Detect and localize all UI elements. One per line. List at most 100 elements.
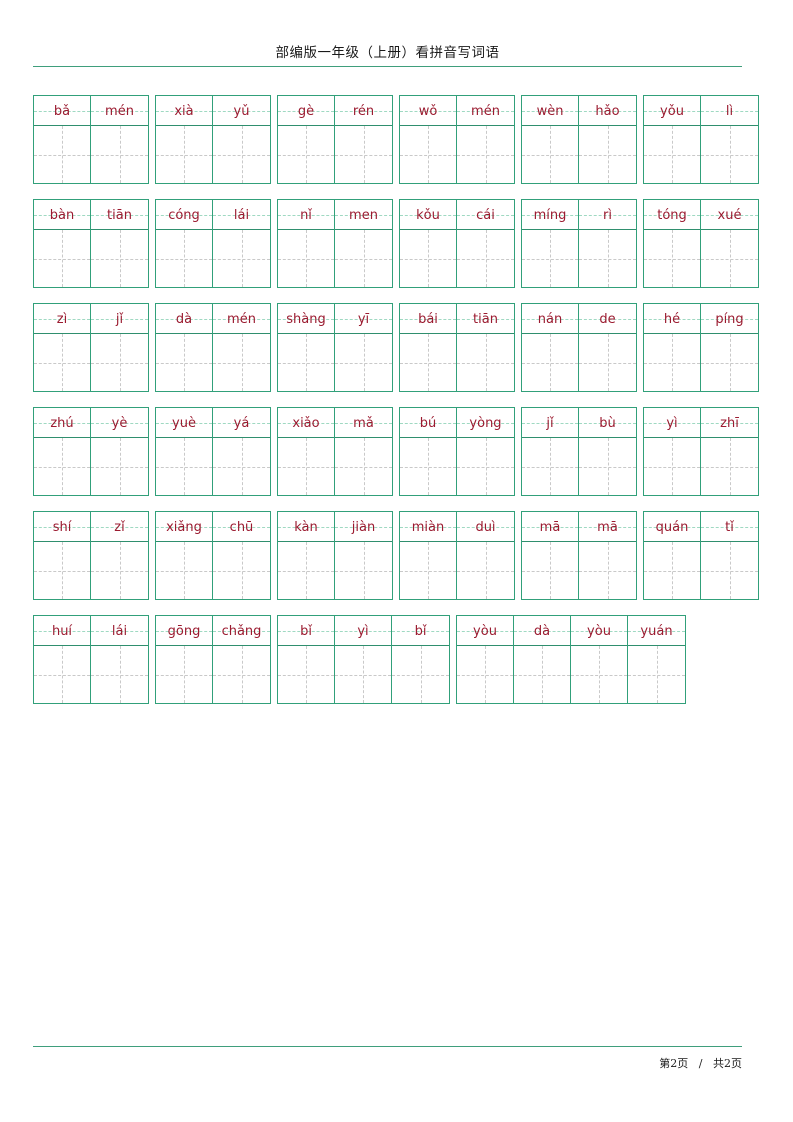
- pinyin-band: xué: [701, 200, 758, 230]
- writing-square[interactable]: [213, 542, 270, 599]
- writing-square[interactable]: [400, 438, 456, 495]
- writing-square[interactable]: [579, 542, 636, 599]
- writing-square[interactable]: [522, 438, 578, 495]
- word-group: shí zǐ: [33, 511, 149, 600]
- writing-square[interactable]: [701, 438, 758, 495]
- pinyin-syllable: mā: [539, 520, 561, 535]
- character-cell: chǎng: [213, 616, 270, 703]
- word-group: bú yòng: [399, 407, 515, 496]
- writing-square[interactable]: [522, 230, 578, 287]
- pinyin-band: bái: [400, 304, 456, 334]
- writing-square[interactable]: [644, 126, 700, 183]
- pinyin-band: dà: [514, 616, 570, 646]
- pinyin-syllable: yǔ: [233, 104, 250, 119]
- writing-square[interactable]: [278, 334, 334, 391]
- writing-square[interactable]: [34, 230, 90, 287]
- character-cell: yī: [335, 304, 392, 391]
- writing-square[interactable]: [701, 230, 758, 287]
- pinyin-band: gè: [278, 96, 334, 126]
- writing-square[interactable]: [701, 334, 758, 391]
- writing-square[interactable]: [644, 334, 700, 391]
- writing-square[interactable]: [34, 646, 90, 703]
- writing-square[interactable]: [579, 126, 636, 183]
- writing-square[interactable]: [213, 646, 270, 703]
- writing-square[interactable]: [156, 438, 212, 495]
- writing-square[interactable]: [278, 230, 334, 287]
- pinyin-syllable: gōng: [167, 624, 201, 639]
- word-group: míng rì: [521, 199, 637, 288]
- writing-square[interactable]: [34, 126, 90, 183]
- writing-square[interactable]: [457, 438, 514, 495]
- writing-square[interactable]: [400, 230, 456, 287]
- pinyin-band: jǐ: [91, 304, 148, 334]
- writing-square[interactable]: [400, 542, 456, 599]
- writing-square[interactable]: [579, 438, 636, 495]
- writing-square[interactable]: [91, 126, 148, 183]
- writing-square[interactable]: [400, 126, 456, 183]
- pinyin-syllable: tiān: [107, 208, 132, 223]
- writing-square[interactable]: [156, 334, 212, 391]
- writing-square[interactable]: [522, 126, 578, 183]
- writing-square[interactable]: [400, 334, 456, 391]
- writing-square[interactable]: [335, 542, 392, 599]
- writing-square[interactable]: [213, 230, 270, 287]
- character-cell: zhī: [701, 408, 758, 495]
- writing-square[interactable]: [278, 126, 334, 183]
- pinyin-band: bàn: [34, 200, 90, 230]
- pinyin-syllable: nǐ: [300, 208, 312, 223]
- writing-square[interactable]: [457, 646, 513, 703]
- writing-square[interactable]: [91, 438, 148, 495]
- writing-square[interactable]: [457, 126, 514, 183]
- writing-square[interactable]: [701, 126, 758, 183]
- writing-square[interactable]: [628, 646, 685, 703]
- writing-square[interactable]: [335, 334, 392, 391]
- pinyin-band: yuán: [628, 616, 685, 646]
- writing-square[interactable]: [34, 438, 90, 495]
- character-cell: yá: [213, 408, 270, 495]
- writing-square[interactable]: [457, 230, 514, 287]
- writing-square[interactable]: [522, 542, 578, 599]
- character-cell: mén: [91, 96, 148, 183]
- writing-square[interactable]: [701, 542, 758, 599]
- writing-square[interactable]: [335, 126, 392, 183]
- writing-square[interactable]: [278, 542, 334, 599]
- writing-square[interactable]: [571, 646, 627, 703]
- writing-square[interactable]: [213, 438, 270, 495]
- writing-square[interactable]: [522, 334, 578, 391]
- word-group: xiǎo mǎ: [277, 407, 393, 496]
- writing-square[interactable]: [91, 230, 148, 287]
- writing-square[interactable]: [278, 438, 334, 495]
- writing-square[interactable]: [579, 334, 636, 391]
- writing-square[interactable]: [335, 438, 392, 495]
- writing-square[interactable]: [91, 334, 148, 391]
- writing-square[interactable]: [91, 646, 148, 703]
- writing-square[interactable]: [156, 230, 212, 287]
- writing-square[interactable]: [91, 542, 148, 599]
- writing-square[interactable]: [644, 542, 700, 599]
- word-group: zhú yè: [33, 407, 149, 496]
- pinyin-band: dà: [156, 304, 212, 334]
- character-cell: tiān: [91, 200, 148, 287]
- writing-square[interactable]: [213, 334, 270, 391]
- writing-square[interactable]: [335, 230, 392, 287]
- writing-square[interactable]: [156, 646, 212, 703]
- writing-square[interactable]: [457, 542, 514, 599]
- character-cell: yuán: [628, 616, 685, 703]
- character-cell: rén: [335, 96, 392, 183]
- pinyin-band: cóng: [156, 200, 212, 230]
- writing-square[interactable]: [457, 334, 514, 391]
- writing-square[interactable]: [335, 646, 391, 703]
- writing-square[interactable]: [278, 646, 334, 703]
- writing-square[interactable]: [644, 438, 700, 495]
- writing-square[interactable]: [213, 126, 270, 183]
- writing-square[interactable]: [392, 646, 449, 703]
- word-group: kǒu cái: [399, 199, 515, 288]
- writing-square[interactable]: [34, 542, 90, 599]
- writing-square[interactable]: [644, 230, 700, 287]
- writing-square[interactable]: [579, 230, 636, 287]
- word-group: dà mén: [155, 303, 271, 392]
- writing-square[interactable]: [34, 334, 90, 391]
- writing-square[interactable]: [156, 542, 212, 599]
- writing-square[interactable]: [156, 126, 212, 183]
- writing-square[interactable]: [514, 646, 570, 703]
